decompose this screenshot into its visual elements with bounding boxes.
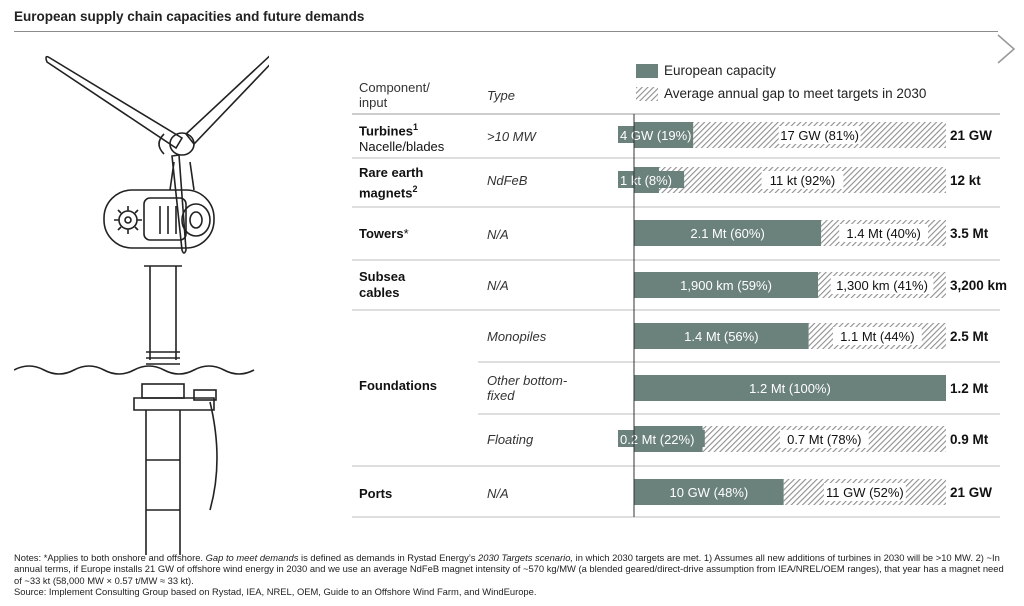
component-turbines: Turbines1 Nacelle/blades xyxy=(359,119,444,155)
supply-chain-chart: 4 GW (19%) 17 GW (81%) 21 GW 1 kt (8%) 11 kt… xyxy=(0,0,1024,552)
bar-total-label: 0.9 Mt xyxy=(950,432,989,447)
bar-total-label: 3,200 km xyxy=(950,278,1007,293)
bar-total-label: 21 GW xyxy=(950,485,992,500)
bar-capacity-label: 10 GW (48%) xyxy=(670,485,749,500)
notes-text-b: is defined as demands in Rystad Energy’s xyxy=(298,552,478,563)
component-magnets-name: Rare earth magnets xyxy=(359,165,423,200)
bar-gap-label: 17 GW (81%) xyxy=(780,128,859,143)
component-towers: Towers* xyxy=(359,226,409,242)
source-line: Source: Implement Consulting Group based… xyxy=(14,586,536,597)
footnote-marker-2: 2 xyxy=(412,184,417,194)
bar-gap-label: 11 kt (92%) xyxy=(770,173,836,188)
component-column-header: Component/ input xyxy=(359,80,430,110)
component-ports: Ports xyxy=(359,486,392,502)
component-ports-name: Ports xyxy=(359,486,392,501)
component-foundations-name: Foundations xyxy=(359,378,437,393)
type-monopiles: Monopiles xyxy=(487,329,546,344)
type-towers: N/A xyxy=(487,227,509,242)
bars-layer: 4 GW (19%) 17 GW (81%) 21 GW 1 kt (8%) 11 kt… xyxy=(618,122,1007,505)
bar-total-label: 21 GW xyxy=(950,128,992,143)
legend-capacity-swatch xyxy=(636,64,658,78)
legend-gap-swatch xyxy=(636,87,658,101)
legend-capacity-label: European capacity xyxy=(664,63,776,78)
type-column-header: Type xyxy=(487,88,515,103)
bar-capacity-label: 1.4 Mt (56%) xyxy=(684,329,758,344)
notes-text-a: Notes: *Applies to both onshore and offs… xyxy=(14,552,206,563)
bar-gap-label: 1,300 km (41%) xyxy=(836,278,928,293)
bar-gap-label: 0.7 Mt (78%) xyxy=(787,432,861,447)
bar-capacity-label: 0.2 Mt (22%) xyxy=(620,432,694,447)
type-turbines: >10 MW xyxy=(487,129,536,144)
bar-capacity-label: 4 GW (19%) xyxy=(620,128,692,143)
component-subsea-cables: Subsea cables xyxy=(359,269,405,301)
type-ports: N/A xyxy=(487,486,509,501)
footnotes: Notes: *Applies to both onshore and offs… xyxy=(14,552,1014,597)
component-foundations: Foundations xyxy=(359,378,437,394)
footnote-marker-1: 1 xyxy=(413,122,418,132)
bar-total-label: 2.5 Mt xyxy=(950,329,989,344)
type-subsea-cables: N/A xyxy=(487,278,509,293)
component-subsea-cables-name: Subsea cables xyxy=(359,269,405,300)
component-magnets: Rare earth magnets2 xyxy=(359,165,423,201)
component-towers-name: Towers xyxy=(359,226,404,241)
component-turbines-sub: Nacelle/blades xyxy=(359,139,444,154)
footnote-star: * xyxy=(404,226,409,241)
bar-total-label: 12 kt xyxy=(950,173,981,188)
type-floating: Floating xyxy=(487,432,533,447)
bar-gap-label: 11 GW (52%) xyxy=(826,485,904,500)
bar-gap-label: 1.1 Mt (44%) xyxy=(840,329,914,344)
type-other-bottom-fixed: Other bottom- fixed xyxy=(487,373,567,403)
bar-total-label: 3.5 Mt xyxy=(950,226,989,241)
type-magnets: NdFeB xyxy=(487,173,527,188)
bar-capacity-label: 1 kt (8%) xyxy=(620,173,672,188)
notes-italic-gap: Gap to meet demands xyxy=(206,552,299,563)
component-turbines-name: Turbines xyxy=(359,123,413,138)
bar-gap-label: 1.4 Mt (40%) xyxy=(846,226,920,241)
bar-capacity-label: 1,900 km (59%) xyxy=(680,278,772,293)
bar-capacity-label: 1.2 Mt (100%) xyxy=(749,381,831,396)
notes-italic-scenario: 2030 Targets scenario, xyxy=(478,552,573,563)
legend-gap-label: Average annual gap to meet targets in 20… xyxy=(664,86,926,101)
bar-capacity-label: 2.1 Mt (60%) xyxy=(690,226,764,241)
bar-total-label: 1.2 Mt xyxy=(950,381,989,396)
